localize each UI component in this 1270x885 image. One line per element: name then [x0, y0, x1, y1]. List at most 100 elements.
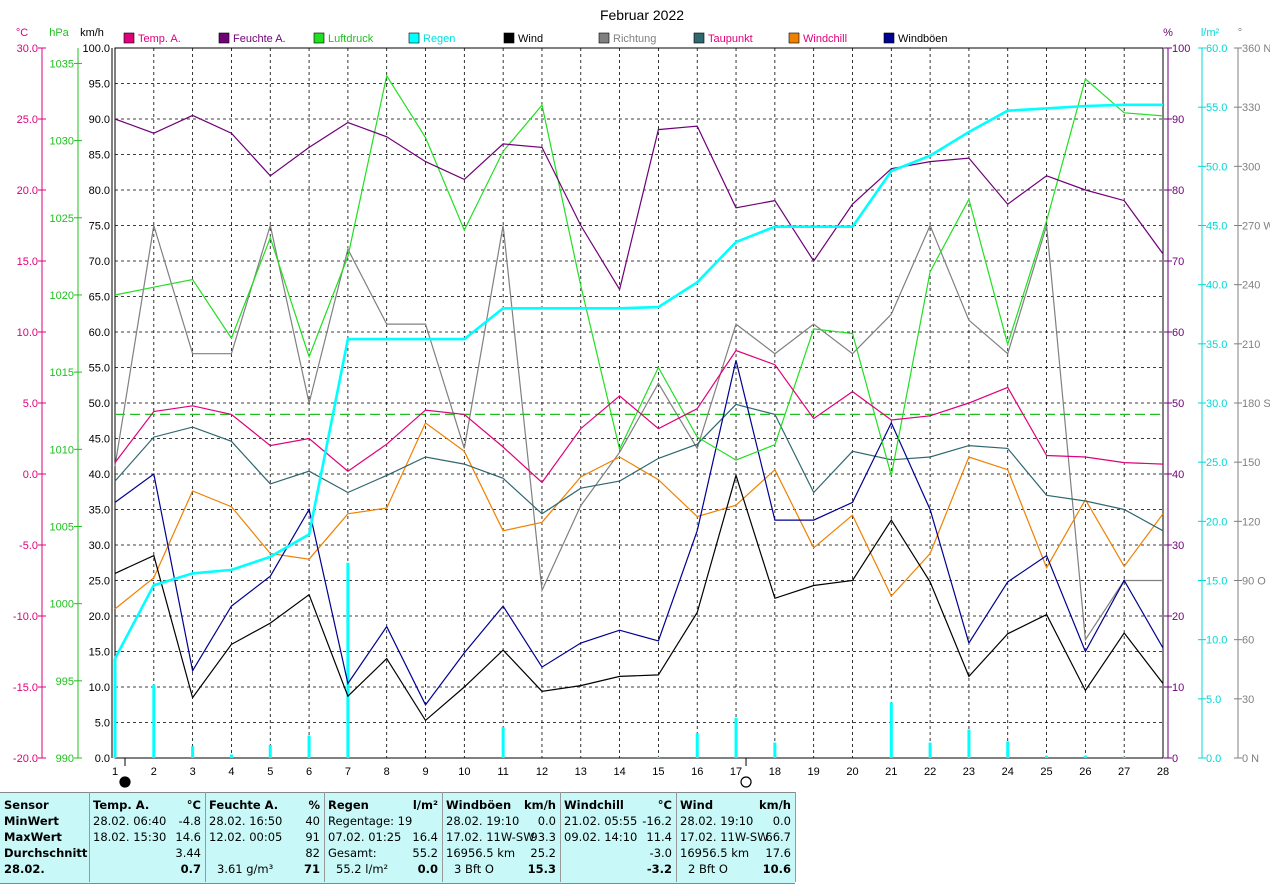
rain-bar [773, 742, 777, 758]
temp-tick-label: 10.0 [17, 327, 38, 339]
temp-tick-label: 15.0 [17, 256, 38, 268]
series-line-windchill [114, 421, 1164, 610]
legend-swatch [788, 32, 800, 44]
stats-column-rain: Regen l/m² Regentage: 19 07.02. 01:25 16.4 Ge… [324, 792, 443, 882]
rain-tick-label: 40.0 [1206, 280, 1227, 292]
rain-bar [656, 756, 660, 758]
stats-cell-value: -3.2 [646, 862, 672, 876]
stats-cell-label: MaxWert [4, 830, 62, 844]
rain-tick-label: 60.0 [1206, 43, 1227, 55]
rain-tick-label: 5.0 [1206, 694, 1221, 706]
humidity-tick-label: 90 [1172, 114, 1184, 126]
stats-row: Regentage: 19 [328, 813, 438, 829]
humidity-tick-label: 30 [1172, 540, 1184, 552]
stats-row: 17.02. 11W-SW 93.3 [446, 829, 556, 845]
series-line-feuchte-a- [114, 114, 1164, 291]
stats-cell-label: Windböen [446, 798, 512, 812]
rain-bars [113, 562, 1126, 758]
series-line-regen-cumulative [113, 103, 1163, 660]
kmh-tick-label: 90.0 [89, 114, 110, 126]
rain-bar [268, 744, 272, 758]
rain-tick-label: 55.0 [1206, 102, 1227, 114]
pressure-tick-label: 1035 [50, 58, 74, 70]
stats-cell-label: Wind [680, 798, 714, 812]
kmh-tick-label: 20.0 [89, 611, 110, 623]
stats-cell-value: -3.0 [649, 846, 672, 860]
stats-row: 3 Bft O 15.3 [446, 861, 556, 877]
day-tick-label: 26 [1079, 766, 1091, 778]
stats-row: 28.02. 16:50 40 [209, 813, 320, 829]
day-tick-label: 24 [1002, 766, 1014, 778]
direction-tick-label: 180 S [1242, 398, 1270, 410]
day-tick-label: 22 [924, 766, 936, 778]
rain-bar [1083, 755, 1087, 758]
day-tick-label: 27 [1118, 766, 1130, 778]
series-line-taupunkt [114, 403, 1164, 532]
stats-row: 18.02. 15:30 14.6 [93, 829, 201, 845]
temp-tick-label: 5.0 [23, 398, 38, 410]
rain-tick-label: 0.0 [1206, 753, 1221, 765]
rain-bar [1045, 755, 1049, 758]
grid-lines [114, 47, 1164, 759]
series-line-wind [114, 473, 1164, 722]
stats-row: Temp. A. °C [93, 797, 201, 813]
legend-label: Feuchte A. [233, 33, 286, 45]
kmh-tick-label: 85.0 [89, 150, 110, 162]
kmh-tick-label: 45.0 [89, 434, 110, 446]
rain-tick-label: 50.0 [1206, 161, 1227, 173]
rain-bar [1006, 741, 1010, 758]
moon-markers [119, 758, 752, 788]
axes: °C hPa km/h% l/m² °30.025.020.015.010.05.00.… [13, 27, 1270, 778]
kmh-tick-label: 15.0 [89, 647, 110, 659]
stats-row: 28.02. 06:40 -4.8 [93, 813, 201, 829]
pressure-tick-label: 990 [56, 753, 74, 765]
stats-row: 21.02. 05:55 -16.2 [564, 813, 672, 829]
stats-row: 16956.5 km 25.2 [446, 845, 556, 861]
day-tick-label: 25 [1040, 766, 1052, 778]
direction-tick-label: 210 [1242, 339, 1260, 351]
stats-cell-label: 16956.5 km [446, 846, 516, 860]
stats-cell-label: 18.02. 15:30 [93, 830, 167, 844]
day-tick-label: 7 [345, 766, 351, 778]
stats-cell-value: % [308, 798, 320, 812]
rain-bar [307, 735, 311, 758]
legend: Temp. A. Feuchte A. Luftdruck Regen Wind Rich… [123, 32, 948, 45]
day-tick-label: 4 [228, 766, 234, 778]
day-tick-label: 21 [885, 766, 897, 778]
stats-row: Wind km/h [680, 797, 791, 813]
stats-cell-value: 15.3 [527, 862, 556, 876]
stats-row: 28.02. 19:10 0.0 [446, 813, 556, 829]
series-line-windb-en [114, 360, 1164, 706]
stats-cell-value: 66.7 [765, 830, 791, 844]
stats-cell-value: km/h [758, 798, 791, 812]
stats-row: 28.02. 19:10 0.0 [680, 813, 791, 829]
rain-bar [695, 733, 699, 758]
day-tick-label: 17 [730, 766, 742, 778]
pressure-tick-label: 995 [56, 676, 74, 688]
legend-label: Temp. A. [138, 33, 181, 45]
stats-row: 09.02. 14:10 11.4 [564, 829, 672, 845]
pressure-tick-label: 1005 [50, 521, 74, 533]
temp-tick-label: -20.0 [13, 753, 38, 765]
stats-row: 07.02. 01:25 16.4 [328, 829, 438, 845]
stats-row: Sensor [4, 797, 85, 813]
stats-row: 12.02. 00:05 91 [209, 829, 320, 845]
chart-title: Februar 2022 [600, 7, 684, 23]
stats-column-wind: Wind km/h 28.02. 19:10 0.0 17.02. 11W-SW 66.7… [676, 792, 796, 882]
legend-swatch [503, 32, 515, 44]
legend-swatch [883, 32, 895, 44]
stats-cell-label: Regentage: 19 [328, 814, 413, 828]
pressure-tick-label: 1025 [50, 213, 74, 225]
kmh-tick-label: 25.0 [89, 576, 110, 588]
humidity-tick-label: 40 [1172, 469, 1184, 481]
rain-bar [152, 684, 156, 758]
legend-label: Regen [423, 33, 455, 45]
stats-row: Gesamt: 55.2 [328, 845, 438, 861]
series-line-luftdruck [114, 74, 1164, 476]
day-tick-label: 23 [963, 766, 975, 778]
weather-chart: Februar 2022 °C hPa km/h% l/m² °30.025.020.0… [13, 7, 1270, 788]
legend-swatch [313, 32, 325, 44]
stats-cell-value: 93.3 [530, 830, 556, 844]
stats-cell-label: 17.02. 11W-SW [680, 830, 769, 844]
stats-row: Durchschnitt [4, 845, 87, 861]
